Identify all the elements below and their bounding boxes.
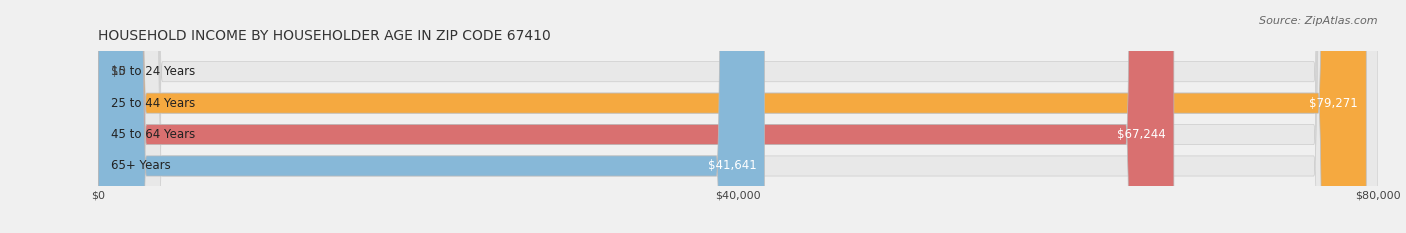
Text: 65+ Years: 65+ Years [111, 159, 172, 172]
Text: 15 to 24 Years: 15 to 24 Years [111, 65, 195, 78]
Text: $67,244: $67,244 [1118, 128, 1166, 141]
Text: HOUSEHOLD INCOME BY HOUSEHOLDER AGE IN ZIP CODE 67410: HOUSEHOLD INCOME BY HOUSEHOLDER AGE IN Z… [98, 29, 551, 43]
FancyBboxPatch shape [98, 0, 1378, 233]
Text: Source: ZipAtlas.com: Source: ZipAtlas.com [1260, 16, 1378, 26]
FancyBboxPatch shape [98, 0, 1174, 233]
Text: $41,641: $41,641 [707, 159, 756, 172]
FancyBboxPatch shape [98, 0, 1378, 233]
FancyBboxPatch shape [98, 0, 1378, 233]
Text: $79,271: $79,271 [1309, 97, 1358, 110]
Text: $0: $0 [111, 65, 127, 78]
Text: 25 to 44 Years: 25 to 44 Years [111, 97, 195, 110]
Text: 45 to 64 Years: 45 to 64 Years [111, 128, 195, 141]
FancyBboxPatch shape [98, 0, 765, 233]
FancyBboxPatch shape [98, 0, 1367, 233]
FancyBboxPatch shape [98, 0, 1378, 233]
